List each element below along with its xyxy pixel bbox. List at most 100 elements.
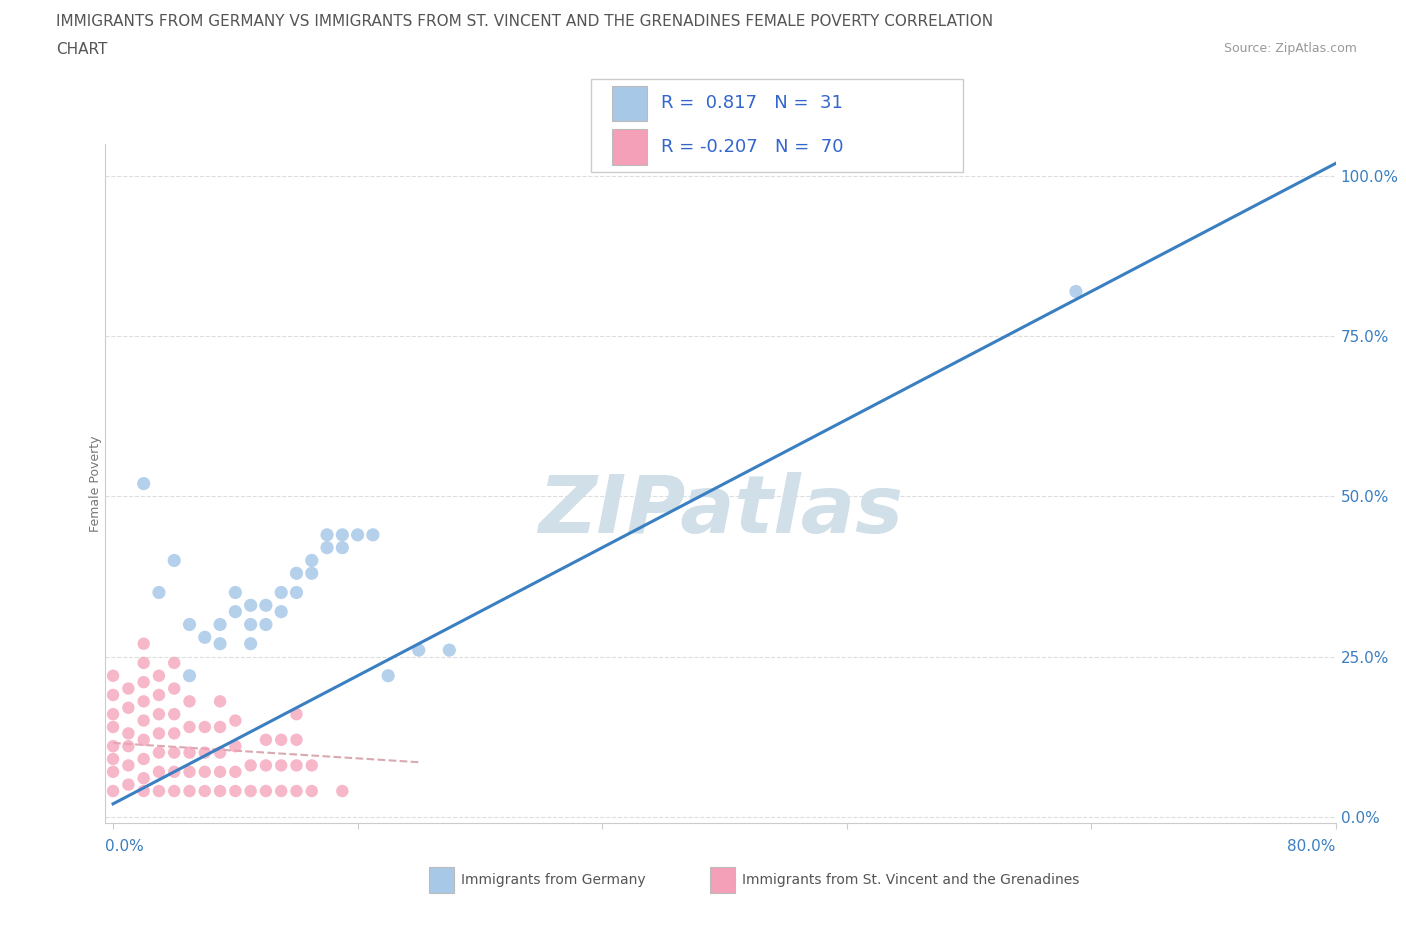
Point [179,784,201,799]
Point [163,726,186,741]
Point [330,784,353,799]
Text: R =  0.817   N =  31: R = 0.817 N = 31 [661,94,842,113]
Text: Immigrants from St. Vincent and the Grenadines: Immigrants from St. Vincent and the Gren… [742,872,1080,887]
Point [239,618,262,632]
Point [148,687,170,702]
Point [148,707,170,722]
Point [224,764,246,779]
Point [209,720,232,735]
Point [132,694,155,709]
Point [132,713,155,728]
Point [163,553,186,568]
Point [209,636,232,651]
Point [209,618,232,632]
Point [117,681,139,696]
Point [270,604,292,619]
Point [101,751,124,766]
Point [101,784,124,799]
Text: ZIPatlas: ZIPatlas [538,472,903,550]
Point [179,669,201,684]
Y-axis label: Female Poverty: Female Poverty [89,435,101,532]
Point [117,726,139,741]
Point [209,764,232,779]
Point [101,764,124,779]
Text: R = -0.207   N =  70: R = -0.207 N = 70 [661,138,844,156]
Text: 0.0%: 0.0% [105,839,145,854]
Text: CHART: CHART [56,42,108,57]
Point [148,669,170,684]
Point [224,713,246,728]
Point [301,553,323,568]
Point [194,784,217,799]
Point [148,764,170,779]
Point [163,764,186,779]
Point [117,738,139,753]
Point [285,732,308,747]
Point [194,720,217,735]
Point [330,540,353,555]
Point [254,758,277,773]
Point [254,598,277,613]
Point [117,700,139,715]
Point [163,656,186,671]
Text: Immigrants from Germany: Immigrants from Germany [461,872,645,887]
Point [179,618,201,632]
Point [148,745,170,760]
Text: IMMIGRANTS FROM GERMANY VS IMMIGRANTS FROM ST. VINCENT AND THE GRENADINES FEMALE: IMMIGRANTS FROM GERMANY VS IMMIGRANTS FR… [56,14,994,29]
Point [330,527,353,542]
Point [101,687,124,702]
Point [148,726,170,741]
Point [377,669,399,684]
Point [163,784,186,799]
Text: 80.0%: 80.0% [1288,839,1336,854]
Point [408,643,430,658]
Point [163,707,186,722]
Point [224,738,246,753]
Point [148,585,170,600]
Point [179,720,201,735]
Point [301,758,323,773]
Point [254,618,277,632]
Point [361,527,384,542]
Point [132,732,155,747]
Point [270,758,292,773]
Point [209,694,232,709]
Point [224,784,246,799]
Point [101,738,124,753]
Point [285,707,308,722]
Point [179,764,201,779]
Point [132,656,155,671]
Point [179,745,201,760]
Point [148,784,170,799]
Point [1064,284,1087,299]
Point [301,565,323,580]
Point [316,527,339,542]
Point [163,681,186,696]
Point [270,784,292,799]
Point [239,598,262,613]
Point [101,720,124,735]
Point [194,764,217,779]
Point [132,784,155,799]
Point [239,784,262,799]
Point [270,732,292,747]
Point [101,669,124,684]
Point [270,585,292,600]
Point [194,745,217,760]
Point [132,476,155,491]
Point [239,758,262,773]
Point [224,585,246,600]
Point [179,694,201,709]
Point [117,758,139,773]
Point [439,643,461,658]
Point [101,707,124,722]
Point [117,777,139,792]
Point [285,585,308,600]
Point [132,751,155,766]
Point [132,674,155,689]
Point [285,565,308,580]
Text: Source: ZipAtlas.com: Source: ZipAtlas.com [1223,42,1357,55]
Point [209,745,232,760]
Point [316,540,339,555]
Point [254,732,277,747]
